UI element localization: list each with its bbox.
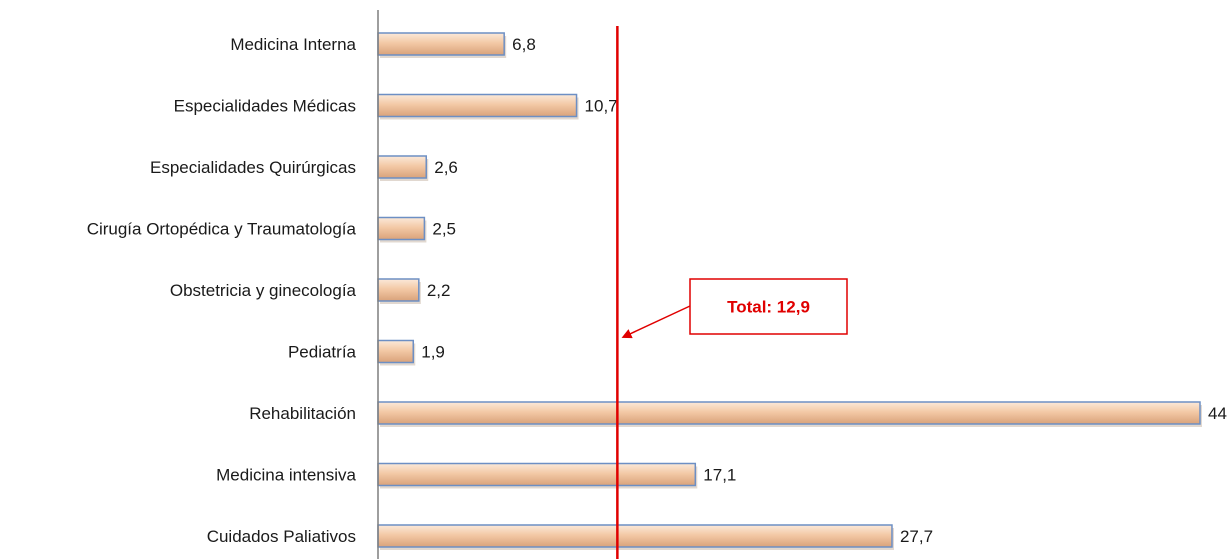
bar-group: Especialidades Médicas 10,7: [174, 93, 618, 120]
category-label: Obstetricia y ginecología: [170, 281, 357, 300]
bar: [377, 339, 415, 364]
value-label: 17,1: [703, 466, 736, 485]
category-label: Cirugía Ortopédica y Traumatología: [87, 220, 357, 239]
value-label: 2,5: [432, 220, 456, 239]
bars-layer: Medicina Interna 6,8 Especialidades Médica…: [87, 32, 1227, 550]
category-label: Rehabilitación: [249, 404, 356, 423]
bar: [377, 216, 426, 241]
category-label: Especialidades Quirúrgicas: [150, 158, 356, 177]
category-label: Medicina intensiva: [216, 466, 356, 485]
bar-group: Medicina intensiva 17,1: [216, 462, 736, 489]
reference-layer: Total: 12,9: [616, 26, 848, 559]
bar: [377, 32, 505, 56]
bar-group: Cirugía Ortopédica y Traumatología 2,5: [87, 216, 456, 243]
value-label: 2,2: [427, 281, 451, 300]
bar: [377, 524, 893, 548]
reference-arrow: [621, 305, 691, 339]
bar-group: Pediatría 1,9: [288, 339, 445, 366]
bar-group: Cuidados Paliativos 27,7: [207, 524, 933, 550]
category-label: Pediatría: [288, 343, 357, 362]
bar: [377, 93, 578, 118]
total-reference-label: Total: 12,9: [727, 298, 810, 317]
bar-group: Medicina Interna 6,8: [230, 32, 536, 58]
bar: [377, 155, 427, 179]
value-label: 10,7: [585, 97, 618, 116]
bar: [377, 401, 1201, 425]
bar-group: Especialidades Quirúrgicas 2,6: [150, 155, 458, 181]
bar: [377, 278, 420, 302]
bar: [377, 462, 697, 487]
category-label: Medicina Interna: [230, 35, 356, 54]
value-label: 2,6: [434, 158, 458, 177]
value-label: 1,9: [421, 343, 445, 362]
value-label: 6,8: [512, 35, 536, 54]
category-label: Especialidades Médicas: [174, 97, 356, 116]
value-label: 27,7: [900, 527, 933, 546]
bar-group: Obstetricia y ginecología 2,2: [170, 278, 451, 304]
category-label: Cuidados Paliativos: [207, 527, 356, 546]
value-label: 44,3: [1208, 404, 1227, 423]
total-reference-box: [689, 278, 848, 335]
bar-group: Rehabilitación 44,3: [249, 401, 1227, 427]
